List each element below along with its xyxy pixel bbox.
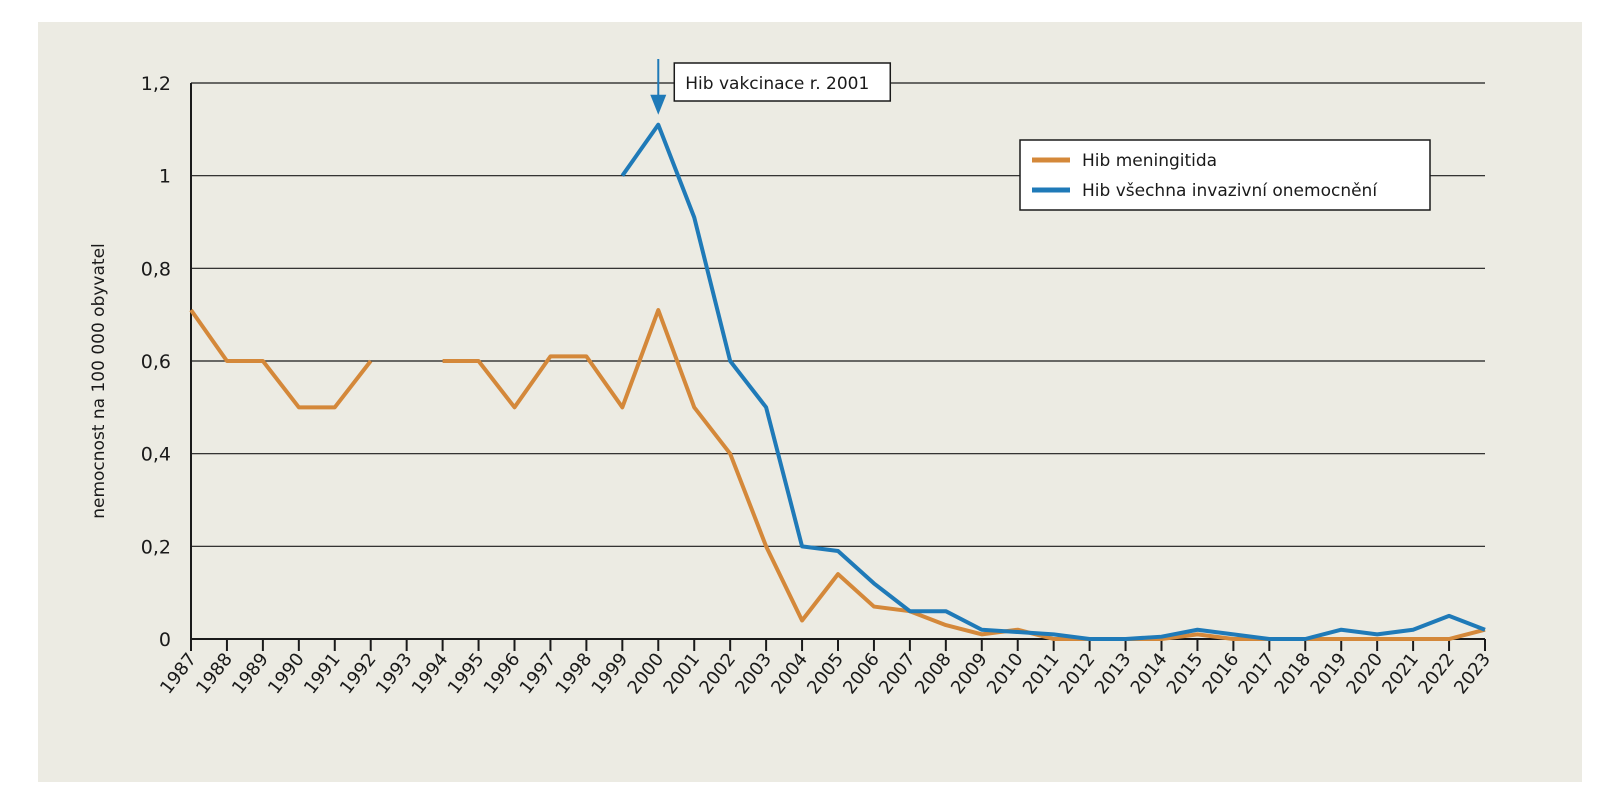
- x-tick-label: 2017: [1235, 649, 1280, 698]
- y-tick-label: 0,6: [141, 351, 171, 373]
- x-tick-label: 1990: [264, 649, 309, 698]
- annotation-arrow-head: [650, 94, 667, 115]
- legend: Hib meningitida Hib všechna invazivní on…: [1019, 139, 1431, 211]
- y-tick-label: 0,8: [141, 258, 171, 280]
- y-tick-label: 1: [159, 166, 171, 188]
- x-tick-label: 2015: [1163, 649, 1208, 698]
- y-tick-label: 0,4: [141, 444, 171, 466]
- chart-panel: 0 0,2 0,4 0,6 0,8 1 1,2 1987 1988 1989 1990 1991 19…: [38, 22, 1582, 782]
- x-tick-label: 2008: [911, 649, 956, 698]
- x-tick-label: 2021: [1378, 649, 1423, 698]
- y-tick-label: 0,2: [141, 536, 171, 558]
- x-tick-label: 1991: [300, 649, 345, 698]
- x-tick-label: 2020: [1342, 649, 1387, 698]
- x-tick-label: 2013: [1091, 649, 1136, 698]
- x-tick-label: 2004: [767, 649, 812, 698]
- y-tick-label: 1,2: [141, 73, 171, 95]
- y-tick-label: 0: [159, 629, 171, 651]
- annotation: Hib vakcinace r. 2001: [650, 59, 892, 115]
- x-tick-label: 2016: [1199, 649, 1244, 698]
- legend-box: [1019, 139, 1431, 211]
- x-tick-label: 2003: [731, 649, 776, 698]
- y-axis-label: nemocnost na 100 000 obyvatel: [89, 243, 109, 519]
- x-tick-label: 1998: [552, 649, 597, 698]
- x-tick-label: 1989: [228, 649, 273, 698]
- x-tick-label: 2001: [659, 649, 704, 698]
- x-tick-label: 1992: [336, 649, 381, 698]
- series-lines: [189, 122, 1486, 641]
- x-tick-label: 2012: [1055, 649, 1100, 698]
- x-tick-label: 2007: [875, 649, 920, 698]
- x-tick-label: 2023: [1450, 649, 1495, 698]
- series-line-meningitida: [442, 308, 1486, 641]
- y-axis-ticks: 0 0,2 0,4 0,6 0,8 1 1,2: [141, 73, 171, 651]
- x-tick-label: 1993: [372, 649, 417, 698]
- x-tick-label: 2022: [1414, 649, 1459, 698]
- annotation-box: [673, 62, 892, 102]
- x-tick-label: 2019: [1306, 649, 1351, 698]
- x-tick-label: 2006: [839, 649, 884, 698]
- legend-label-invazivni: Hib všechna invazivní onemocnění: [1082, 181, 1378, 201]
- x-tick-label: 2010: [983, 649, 1028, 698]
- x-tick-label: 1999: [588, 649, 633, 698]
- x-tick-label: 1987: [156, 649, 201, 698]
- x-tick-label: 2014: [1127, 649, 1172, 698]
- legend-label-meningitida: Hib meningitida: [1082, 151, 1217, 171]
- x-axis-ticks: 1987198819891990199119921993199419951996…: [156, 639, 1495, 698]
- x-tick-label: 2002: [695, 649, 740, 698]
- series-line-invazivni: [620, 122, 1486, 641]
- x-tick-label: 2011: [1019, 649, 1064, 698]
- annotation-text: Hib vakcinace r. 2001: [685, 74, 869, 94]
- x-tick-label: 2009: [947, 649, 992, 698]
- x-tick-label: 1995: [444, 649, 489, 698]
- x-tick-label: 2018: [1270, 649, 1315, 698]
- x-tick-label: 1996: [480, 649, 525, 698]
- series-line-meningitida: [189, 308, 373, 410]
- line-chart: 00,20,40,60,811,2 1987198819891990199119…: [89, 59, 1495, 698]
- x-tick-label: 1997: [516, 649, 561, 698]
- x-tick-label: 2005: [803, 649, 848, 698]
- x-tick-label: 1994: [408, 649, 453, 698]
- x-tick-label: 1988: [192, 649, 237, 698]
- x-tick-label: 2000: [623, 649, 668, 698]
